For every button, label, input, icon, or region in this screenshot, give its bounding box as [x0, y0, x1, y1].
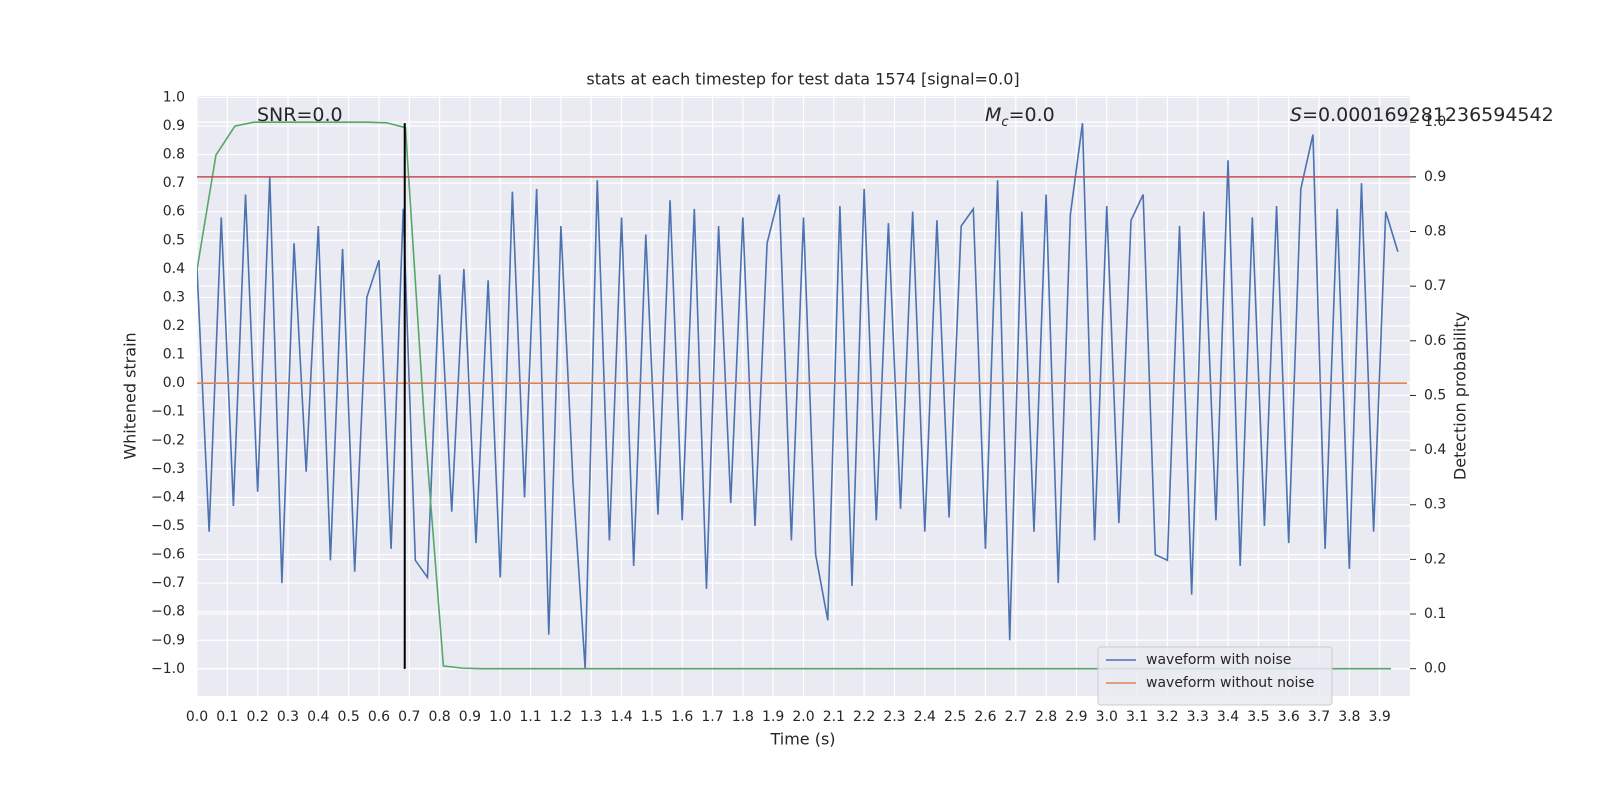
y-tick-label: 0.2	[163, 318, 185, 334]
y-tick-label: −0.9	[151, 632, 185, 648]
y-tick-label: 0.1	[163, 347, 185, 363]
y2-tick-label: 0.4	[1424, 442, 1446, 458]
y-tick-label: 0.8	[163, 147, 185, 163]
y-tick-label: −0.5	[151, 518, 185, 534]
x-tick-label: 2.4	[914, 709, 936, 725]
x-tick-label: 1.3	[580, 709, 602, 725]
legend-label: waveform without noise	[1146, 675, 1314, 691]
x-tick-label: 0.5	[337, 709, 359, 725]
y-tick-label: −0.7	[151, 575, 185, 591]
x-tick-label: 0.1	[216, 709, 238, 725]
y-tick-label: 0.7	[163, 175, 185, 191]
x-tick-label: 3.9	[1369, 709, 1391, 725]
x-tick-label: 2.3	[883, 709, 905, 725]
x-tick-label: 1.7	[701, 709, 723, 725]
y2-tick-label: 0.7	[1424, 278, 1446, 294]
x-tick-label: 1.9	[762, 709, 784, 725]
y-tick-label: 0.5	[163, 232, 185, 248]
annotation: Mc=0.0	[985, 104, 1055, 131]
x-tick-label: 3.3	[1187, 709, 1209, 725]
annotation-symbol: S	[1290, 104, 1302, 126]
legend-box	[1097, 646, 1333, 706]
x-tick-label: 2.6	[974, 709, 996, 725]
y-tick-label: −0.8	[151, 604, 185, 620]
x-tick-label: 0.4	[307, 709, 329, 725]
x-tick-label: 1.4	[610, 709, 632, 725]
x-tick-label: 0.0	[186, 709, 208, 725]
x-tick-label: 3.5	[1247, 709, 1269, 725]
x-tick-label: 3.4	[1217, 709, 1239, 725]
annotation-text: SNR=0.0	[257, 104, 343, 126]
y-tick-label: 0.4	[163, 261, 185, 277]
x-tick-label: 3.6	[1278, 709, 1300, 725]
y-tick-label: 1.0	[163, 89, 185, 105]
y-axis-label: Whitened strain	[121, 332, 140, 459]
annotation: S=0.000169281236594542	[1290, 104, 1554, 126]
x-tick-label: 0.8	[428, 709, 450, 725]
x-tick-label: 1.2	[550, 709, 572, 725]
y-tick-label: −0.2	[151, 432, 185, 448]
y2-tick-label: 0.1	[1424, 606, 1446, 622]
x-tick-label: 1.1	[519, 709, 541, 725]
series-line	[197, 123, 1399, 669]
x-tick-label: 2.0	[792, 709, 814, 725]
y2-tick-label: 0.9	[1424, 169, 1446, 185]
annotation-subscript: c	[1001, 115, 1008, 130]
y-tick-label: 0.9	[163, 118, 185, 134]
y2-tick-label: 0.2	[1424, 551, 1446, 567]
x-tick-label: 3.1	[1126, 709, 1148, 725]
annotation-text: =0.0	[1009, 104, 1055, 126]
y2-axis-label: Detection probability	[1451, 312, 1470, 480]
x-tick-label: 2.9	[1065, 709, 1087, 725]
x-tick-label: 1.5	[641, 709, 663, 725]
x-tick-label: 3.0	[1096, 709, 1118, 725]
chart-title: stats at each timestep for test data 157…	[586, 70, 1019, 89]
y-tick-label: −0.6	[151, 547, 185, 563]
x-tick-label: 3.8	[1338, 709, 1360, 725]
y-tick-label: −0.3	[151, 461, 185, 477]
y-tick-label: −1.0	[151, 661, 185, 677]
x-tick-label: 0.2	[247, 709, 269, 725]
y-tick-label: 0.3	[163, 289, 185, 305]
x-tick-label: 2.8	[1035, 709, 1057, 725]
x-axis-label: Time (s)	[769, 730, 835, 749]
y2-tick-label: 0.5	[1424, 387, 1446, 403]
x-tick-label: 2.7	[1005, 709, 1027, 725]
x-tick-label: 2.5	[944, 709, 966, 725]
y-tick-label: 0.6	[163, 204, 185, 220]
y2-tick-label: 0.3	[1424, 497, 1446, 513]
x-tick-label: 1.0	[489, 709, 511, 725]
y-tick-label: −0.4	[151, 489, 185, 505]
x-tick-label: 0.7	[398, 709, 420, 725]
x-tick-label: 0.9	[459, 709, 481, 725]
x-tick-label: 2.1	[823, 709, 845, 725]
legend-label: waveform with noise	[1146, 652, 1291, 668]
x-tick-label: 1.8	[732, 709, 754, 725]
x-tick-label: 2.2	[853, 709, 875, 725]
y2-tick-label: 0.0	[1424, 661, 1446, 677]
y2-tick-label: 0.8	[1424, 224, 1446, 240]
y2-tick-label: 0.6	[1424, 333, 1446, 349]
x-tick-label: 0.6	[368, 709, 390, 725]
y-tick-label: −0.1	[151, 404, 185, 420]
annotation-symbol: M	[985, 104, 1001, 126]
x-tick-label: 0.3	[277, 709, 299, 725]
y-tick-label: 0.0	[163, 375, 185, 391]
x-tick-label: 3.7	[1308, 709, 1330, 725]
annotation: SNR=0.0	[257, 104, 343, 126]
x-tick-label: 3.2	[1156, 709, 1178, 725]
annotation-text: =0.000169281236594542	[1302, 104, 1554, 126]
x-tick-label: 1.6	[671, 709, 693, 725]
y2-tick-label: 1.0	[1424, 114, 1446, 130]
